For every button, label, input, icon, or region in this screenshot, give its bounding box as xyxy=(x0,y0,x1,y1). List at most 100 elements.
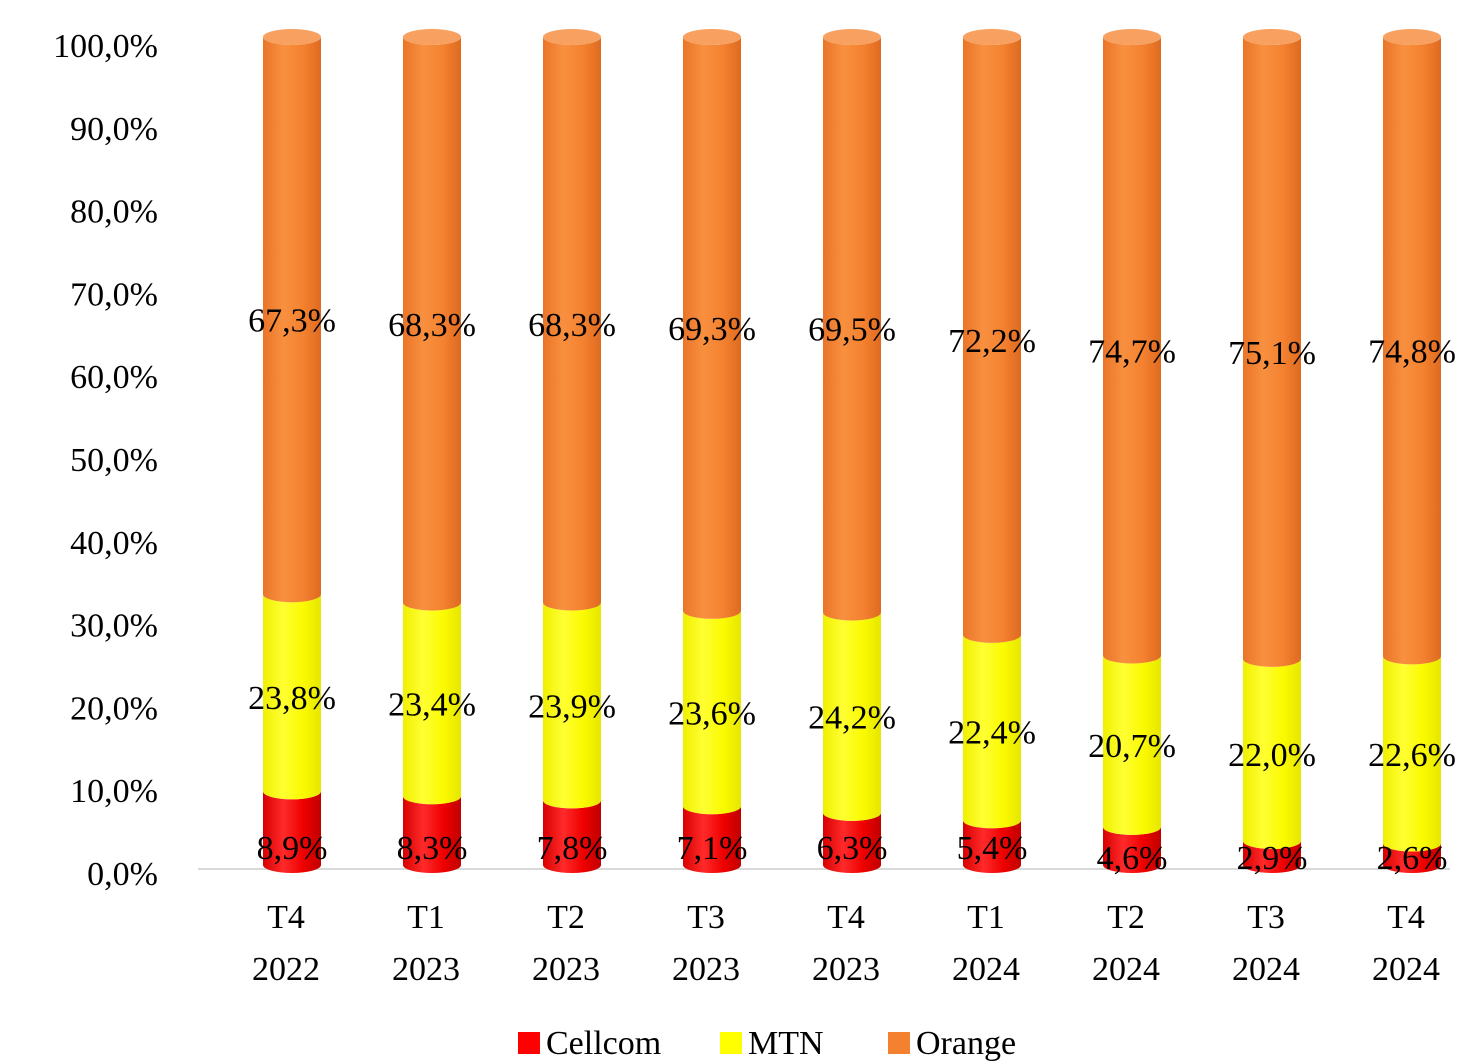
x-tick-label: T4 xyxy=(827,899,865,936)
bar-group-t4-2023: 6,3% 24,2% 69,5% xyxy=(808,29,896,873)
y-axis: 0,0% 10,0% 20,0% 30,0% 40,0% 50,0% 60,0% 70,0% 8… xyxy=(53,28,158,893)
y-tick-label: 40,0% xyxy=(70,525,158,562)
bar-group-t3-2024: 2,9% 22,0% 75,1% xyxy=(1228,29,1316,877)
bar-group-t4-2024: 2,6% 22,6% 74,8% xyxy=(1368,29,1456,877)
bar-cellcom xyxy=(403,796,461,873)
y-tick-label: 20,0% xyxy=(70,690,158,727)
x-tick-label: 2023 xyxy=(532,951,600,988)
bar-orange xyxy=(263,37,321,603)
data-label-cellcom: 2,9% xyxy=(1237,840,1308,877)
x-tick-label: 2023 xyxy=(392,951,460,988)
bar-top-cap xyxy=(1103,29,1161,45)
bar-mtn xyxy=(403,602,461,805)
legend-label: Cellcom xyxy=(546,1025,661,1062)
data-label-cellcom: 6,3% xyxy=(817,830,888,867)
bar-orange xyxy=(1243,37,1301,667)
bar-cellcom xyxy=(263,791,321,873)
bar-mtn xyxy=(963,634,1021,829)
data-label-mtn: 23,4% xyxy=(388,686,476,723)
x-tick-label: 2024 xyxy=(1092,951,1160,988)
x-tick-label: T1 xyxy=(407,899,445,936)
bar-mtn xyxy=(1103,655,1161,835)
bar-mtn xyxy=(683,610,741,815)
data-label-orange: 68,3% xyxy=(388,307,476,344)
data-label-cellcom: 8,3% xyxy=(397,830,468,867)
bar-top-cap xyxy=(263,29,321,45)
y-tick-label: 10,0% xyxy=(70,773,158,810)
y-tick-label: 30,0% xyxy=(70,608,158,645)
x-tick-label: 2024 xyxy=(1372,951,1440,988)
bar-group-t2-2024: 4,6% 20,7% 74,7% xyxy=(1088,29,1176,877)
y-tick-label: 90,0% xyxy=(70,111,158,148)
data-label-cellcom: 7,8% xyxy=(537,830,608,867)
legend-label: Orange xyxy=(916,1025,1016,1062)
bar-mtn xyxy=(543,602,601,809)
bar-cellcom xyxy=(1243,840,1301,873)
bar-group-t1-2024: 5,4% 22,4% 72,2% xyxy=(948,29,1036,873)
x-tick-label: T3 xyxy=(1247,899,1285,936)
bar-orange xyxy=(823,37,881,621)
data-label-mtn: 22,6% xyxy=(1368,737,1456,774)
bar-top-cap xyxy=(403,29,461,45)
y-tick-label: 100,0% xyxy=(53,28,158,65)
data-label-cellcom: 2,6% xyxy=(1377,840,1448,877)
bar-cellcom xyxy=(963,820,1021,873)
bar-mtn xyxy=(1383,656,1441,852)
legend-item-mtn: MTN xyxy=(720,1025,824,1062)
legend: Cellcom MTN Orange xyxy=(518,1025,1016,1062)
data-label-orange: 74,7% xyxy=(1088,333,1176,370)
bar-group-t3-2023: 7,1% 23,6% 69,3% xyxy=(668,29,756,873)
y-tick-label: 70,0% xyxy=(70,276,158,313)
legend-item-orange: Orange xyxy=(888,1025,1016,1062)
bar-orange xyxy=(1383,37,1441,665)
data-label-orange: 72,2% xyxy=(948,323,1036,360)
bar-cellcom xyxy=(683,806,741,873)
bar-orange xyxy=(1103,37,1161,664)
legend-swatch xyxy=(518,1032,540,1054)
bar-mtn xyxy=(263,594,321,800)
bar-top-cap xyxy=(683,29,741,45)
bar-top-cap xyxy=(823,29,881,45)
data-label-cellcom: 8,9% xyxy=(257,830,328,867)
x-tick-label: 2022 xyxy=(252,951,320,988)
x-tick-label: T1 xyxy=(967,899,1005,936)
legend-swatch xyxy=(720,1032,742,1054)
data-label-mtn: 23,8% xyxy=(248,680,336,717)
data-label-cellcom: 5,4% xyxy=(957,830,1028,867)
bar-group-t1-2023: 8,3% 23,4% 68,3% xyxy=(388,29,476,873)
bar-orange xyxy=(683,37,741,619)
bar-top-cap xyxy=(1383,29,1441,45)
bar-cellcom xyxy=(543,800,601,873)
y-tick-label: 60,0% xyxy=(70,359,158,396)
data-label-orange: 74,8% xyxy=(1368,334,1456,371)
bar-orange xyxy=(543,37,601,611)
data-label-mtn: 22,0% xyxy=(1228,737,1316,774)
data-label-cellcom: 4,6% xyxy=(1097,840,1168,877)
bar-orange xyxy=(963,37,1021,643)
bar-mtn xyxy=(823,612,881,821)
data-label-mtn: 24,2% xyxy=(808,700,896,737)
bars: 8,9% 23,8% 67,3% 8,3% 23,4% 68,3% 7,8% 23,9% 68,… xyxy=(248,29,1456,877)
x-tick-label: 2023 xyxy=(672,951,740,988)
bar-top-cap xyxy=(543,29,601,45)
x-tick-label: T4 xyxy=(1387,899,1425,936)
bar-top-cap xyxy=(963,29,1021,45)
data-label-orange: 69,3% xyxy=(668,311,756,348)
x-axis: T4 2022 T1 2023 T2 2023 T3 2023 T4 2023 T1 2024 T2 20… xyxy=(252,899,1440,988)
bar-group-t2-2023: 7,8% 23,9% 68,3% xyxy=(528,29,616,873)
data-label-mtn: 22,4% xyxy=(948,715,1036,752)
bar-cellcom xyxy=(823,812,881,873)
data-label-orange: 69,5% xyxy=(808,312,896,349)
legend-swatch xyxy=(888,1032,910,1054)
y-tick-label: 50,0% xyxy=(70,442,158,479)
bar-cellcom xyxy=(1383,843,1441,873)
data-label-orange: 75,1% xyxy=(1228,335,1316,372)
data-label-mtn: 23,6% xyxy=(668,696,756,733)
bar-top-cap xyxy=(1243,29,1301,45)
x-tick-label: 2024 xyxy=(952,951,1020,988)
legend-item-cellcom: Cellcom xyxy=(518,1025,661,1062)
data-label-orange: 68,3% xyxy=(528,307,616,344)
y-tick-label: 0,0% xyxy=(87,856,158,893)
x-tick-label: T3 xyxy=(687,899,725,936)
